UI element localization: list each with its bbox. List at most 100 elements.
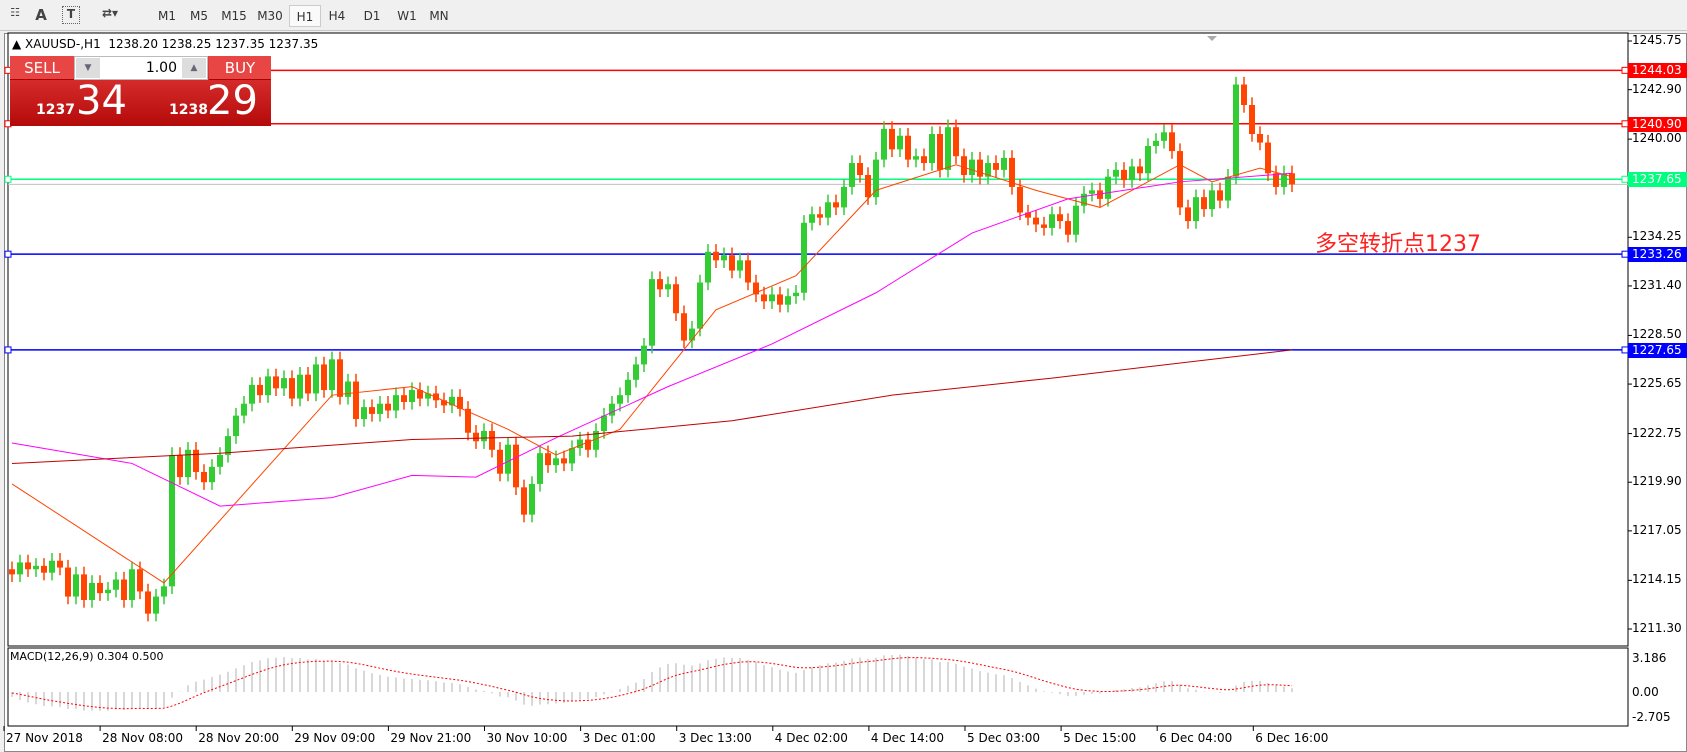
candle-body — [913, 156, 919, 160]
timeframe-mn[interactable]: MN — [429, 9, 449, 23]
candle-body — [817, 214, 823, 218]
candle-body — [729, 255, 735, 271]
candle-body — [121, 579, 127, 600]
candle-body — [641, 345, 647, 365]
macd-signal-line — [11, 657, 1293, 710]
candle-body — [49, 560, 55, 573]
main-pane — [7, 32, 1629, 647]
candle-body — [481, 431, 487, 442]
candle-body — [153, 596, 159, 614]
candle-body — [489, 431, 495, 450]
chart-shift-icon — [1207, 36, 1217, 41]
candle-body — [961, 156, 967, 175]
candle-body — [857, 163, 863, 175]
sell-price-big: 1237 — [36, 102, 75, 118]
candle-body — [521, 487, 527, 515]
candle-body — [1065, 221, 1071, 235]
timeframe-h4[interactable]: H4 — [328, 9, 346, 23]
candle-body — [833, 202, 839, 208]
candle-body — [1121, 169, 1127, 181]
candle-body — [1129, 166, 1135, 181]
timeframe-d1[interactable]: D1 — [363, 9, 381, 23]
symbol-label: XAUUSD-,H1 — [25, 37, 101, 51]
candle-body — [185, 449, 191, 478]
candle-body — [57, 560, 63, 568]
candle-body — [1265, 142, 1271, 174]
sell-button[interactable]: SELL 1237 34 — [10, 56, 147, 126]
candle-body — [1009, 157, 1015, 187]
lot-size-field[interactable]: ▼ 1.00 ▲ — [74, 56, 208, 80]
candle-body — [1241, 84, 1247, 106]
candle-body — [361, 407, 367, 420]
candle-body — [81, 574, 87, 600]
candle-body — [1161, 132, 1167, 141]
period-separator-icon[interactable]: ☷ — [10, 6, 20, 19]
timeframe-m5[interactable]: M5 — [190, 9, 208, 23]
candle-body — [737, 260, 743, 271]
timeframe-w1[interactable]: W1 — [397, 9, 417, 23]
candle-body — [705, 251, 711, 283]
candle-body — [65, 567, 71, 597]
candle-body — [1057, 214, 1063, 222]
candle-body — [1033, 217, 1039, 225]
ma-slow-line — [11, 349, 1293, 464]
timeframe-h1[interactable]: H1 — [289, 5, 321, 27]
time-label: 3 Dec 13:00 — [678, 731, 752, 745]
candle-body — [465, 408, 471, 433]
candle-body — [657, 279, 663, 290]
text-a-icon[interactable]: A — [35, 6, 47, 24]
candle-body — [617, 395, 623, 404]
candle-body — [769, 294, 775, 302]
candle-body — [825, 202, 831, 218]
candle-body — [673, 284, 679, 314]
candle-body — [953, 127, 959, 157]
candle-body — [161, 586, 167, 597]
candle-body — [1217, 190, 1223, 201]
candle-body — [1089, 190, 1095, 194]
time-label: 4 Dec 02:00 — [774, 731, 848, 745]
candle-body — [329, 359, 335, 391]
candle-body — [625, 379, 631, 396]
candle-body — [601, 415, 607, 432]
time-label: 4 Dec 14:00 — [870, 731, 944, 745]
candle-body — [945, 127, 951, 170]
candle-body — [1249, 105, 1255, 135]
candle-body — [321, 364, 327, 391]
candle-body — [297, 374, 303, 399]
candle-body — [257, 384, 263, 396]
candle-body — [1225, 176, 1231, 201]
candle-body — [969, 159, 975, 175]
arrows-icon[interactable]: ⇄▾ — [101, 6, 119, 20]
hline-price-label: 1244.03 — [1628, 63, 1687, 79]
price-tick: 1242.90 — [1632, 81, 1682, 96]
timeframe-m15[interactable]: M15 — [221, 9, 247, 23]
time-label: 5 Dec 03:00 — [967, 731, 1041, 745]
lot-value[interactable]: 1.00 — [145, 60, 177, 76]
candle-body — [681, 313, 687, 341]
candle-body — [849, 163, 855, 187]
timeframe-m30[interactable]: M30 — [257, 9, 283, 23]
candle-body — [905, 135, 911, 160]
increase-lot-button[interactable]: ▲ — [182, 58, 206, 78]
timeframe-m1[interactable]: M1 — [158, 9, 176, 23]
candle-body — [577, 439, 583, 449]
candle-body — [353, 381, 359, 420]
price-tick: 1240.00 — [1632, 131, 1682, 146]
line-handle — [4, 175, 12, 183]
price-tick: 1222.75 — [1632, 425, 1682, 440]
candle-body — [265, 376, 271, 396]
candle-body — [1097, 190, 1103, 199]
candle-body — [985, 163, 991, 177]
candle-body — [281, 378, 287, 389]
candle-body — [1201, 197, 1207, 210]
sell-price-pips: 34 — [76, 78, 127, 124]
candle-body — [41, 565, 47, 573]
hline-price-label: 1227.65 — [1628, 342, 1687, 358]
candle-body — [977, 159, 983, 177]
candle-body — [497, 449, 503, 474]
candle-body — [97, 582, 103, 594]
decrease-lot-button[interactable]: ▼ — [76, 58, 100, 78]
candle-body — [169, 454, 175, 587]
text-label-icon[interactable]: T — [62, 6, 80, 24]
